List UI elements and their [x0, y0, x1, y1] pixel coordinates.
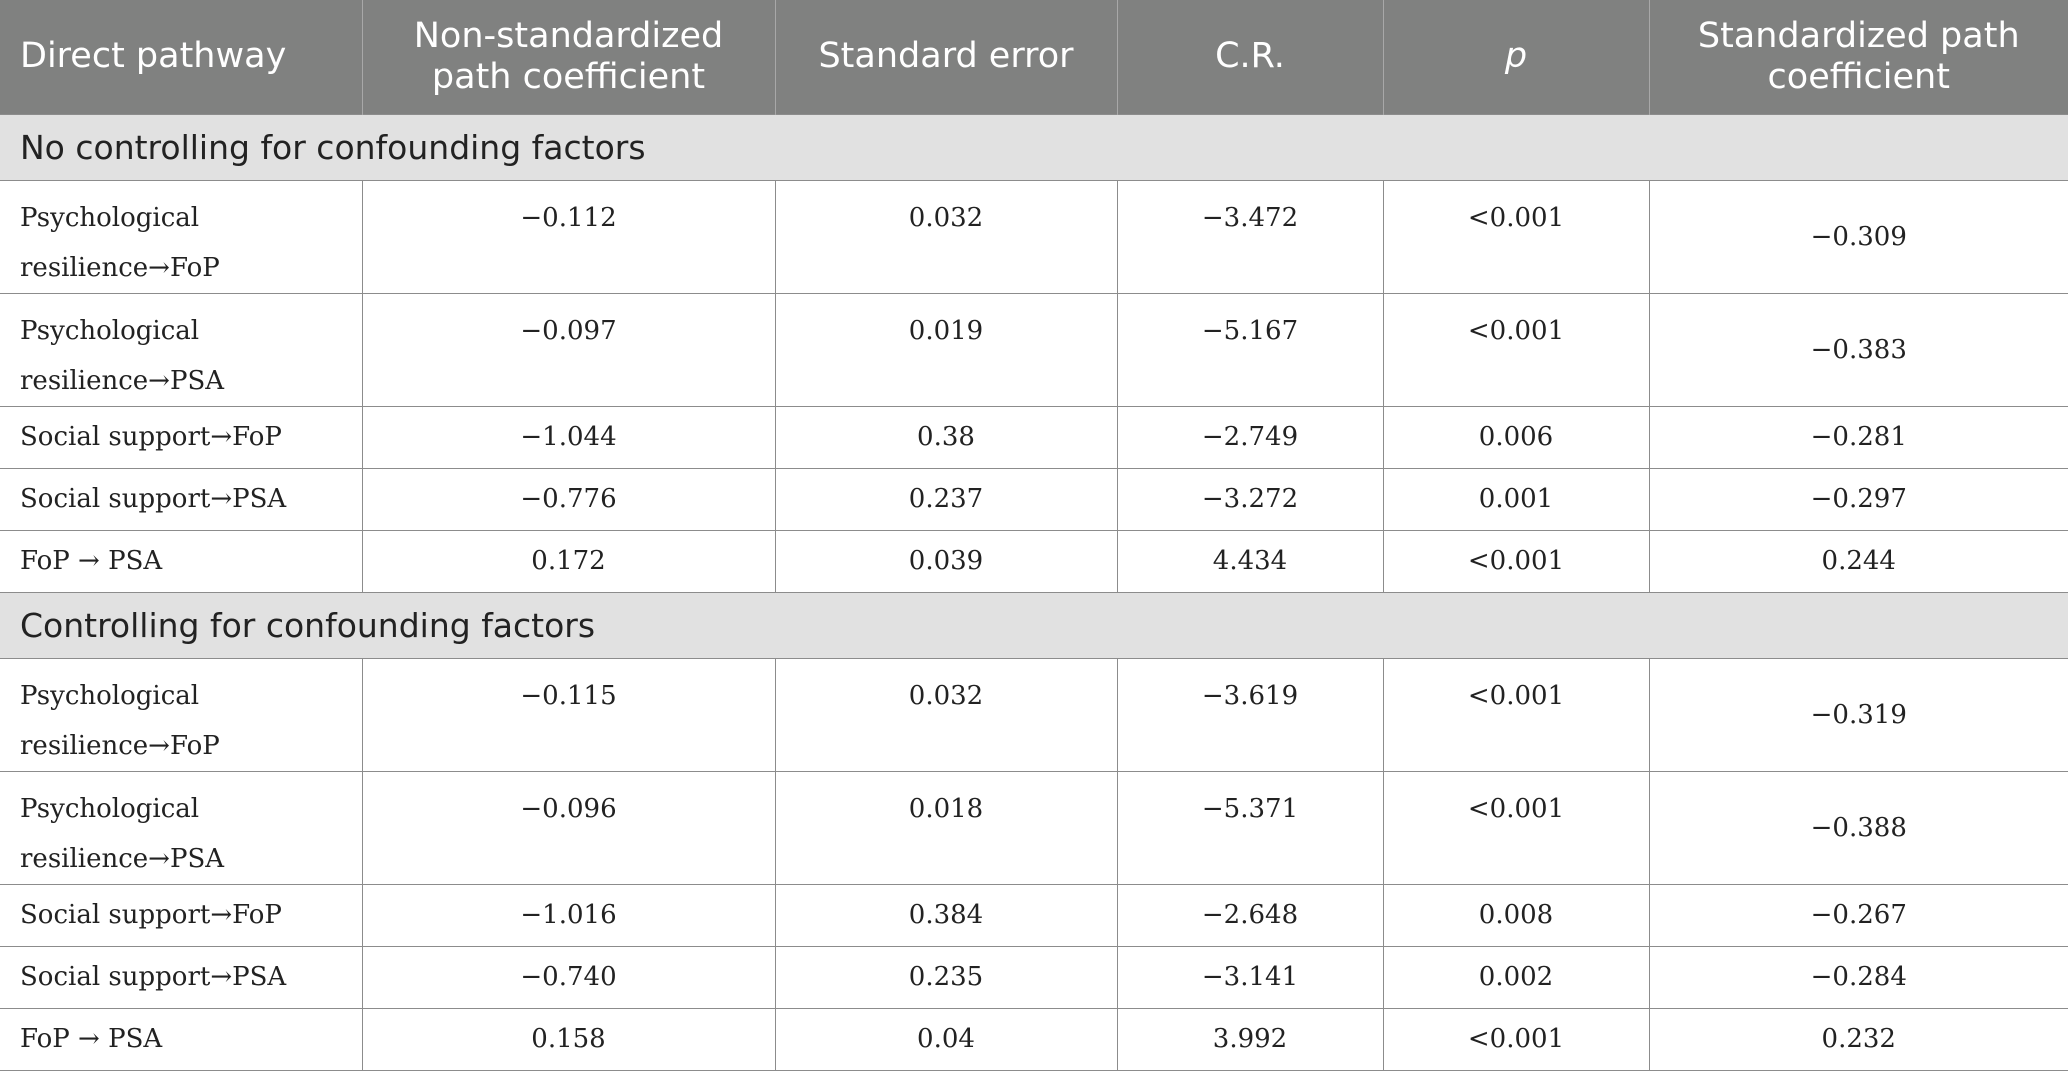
cell-se: 0.237: [774, 467, 1118, 531]
cell-cr: −2.749: [1116, 405, 1384, 469]
cell-cr: −2.648: [1116, 883, 1384, 947]
cell-p: 0.002: [1382, 945, 1650, 1009]
cell-pathway: Psychological resilience→FoP: [0, 657, 363, 772]
cell-p: <0.001: [1382, 529, 1650, 593]
cell-std: −0.284: [1648, 945, 2068, 1009]
cell-pathway: FoP → PSA: [0, 529, 363, 593]
cell-std: −0.319: [1648, 657, 2068, 772]
cell-std: −0.267: [1648, 883, 2068, 947]
cell-se: 0.04: [774, 1007, 1118, 1071]
cell-std: −0.297: [1648, 467, 2068, 531]
cell-coef: 0.158: [361, 1007, 776, 1071]
cell-std: −0.388: [1648, 770, 2068, 885]
header-standardized-coefficient: Standardized path coefficient: [1648, 0, 2068, 114]
header-non-standardized-coefficient: Non-standardized path coefficient: [361, 0, 775, 114]
cell-p: 0.001: [1382, 467, 1650, 531]
table-row: Psychological resilience→PSA −0.096 0.01…: [0, 770, 2068, 885]
cell-cr: 3.992: [1116, 1007, 1384, 1071]
section-row: Controlling for confounding factors: [0, 591, 2068, 659]
cell-se: 0.032: [774, 657, 1118, 772]
table-row: Psychological resilience→FoP −0.115 0.03…: [0, 657, 2068, 772]
cell-std: −0.281: [1648, 405, 2068, 469]
table-row: Social support→FoP −1.044 0.38 −2.749 0.…: [0, 405, 2068, 469]
cell-pathway: Psychological resilience→PSA: [0, 770, 363, 885]
cell-p: <0.001: [1382, 657, 1650, 772]
cell-coef: −1.044: [361, 405, 776, 469]
cell-se: 0.384: [774, 883, 1118, 947]
cell-coef: 0.172: [361, 529, 776, 593]
table-row: Social support→PSA −0.776 0.237 −3.272 0…: [0, 467, 2068, 531]
cell-pathway: Social support→PSA: [0, 467, 363, 531]
section-title: No controlling for confounding factors: [0, 113, 2068, 181]
cell-std: −0.383: [1648, 292, 2068, 407]
table-body: No controlling for confounding factors P…: [0, 113, 2068, 1071]
cell-coef: −0.115: [361, 657, 776, 772]
cell-se: 0.019: [774, 292, 1118, 407]
cell-p: 0.006: [1382, 405, 1650, 469]
table-row: Social support→FoP −1.016 0.384 −2.648 0…: [0, 883, 2068, 947]
cell-std: 0.232: [1648, 1007, 2068, 1071]
cell-cr: 4.434: [1116, 529, 1384, 593]
cell-se: 0.38: [774, 405, 1118, 469]
cell-pathway: Social support→PSA: [0, 945, 363, 1009]
table-row: Social support→PSA −0.740 0.235 −3.141 0…: [0, 945, 2068, 1009]
header-p-value: p: [1382, 0, 1649, 114]
cell-se: 0.039: [774, 529, 1118, 593]
cell-p: <0.001: [1382, 292, 1650, 407]
cell-se: 0.235: [774, 945, 1118, 1009]
cell-coef: −0.097: [361, 292, 776, 407]
cell-pathway: Psychological resilience→PSA: [0, 292, 363, 407]
table-row: Psychological resilience→FoP −0.112 0.03…: [0, 179, 2068, 294]
cell-pathway: Psychological resilience→FoP: [0, 179, 363, 294]
cell-p: <0.001: [1382, 1007, 1650, 1071]
cell-se: 0.032: [774, 179, 1118, 294]
table-row: FoP → PSA 0.158 0.04 3.992 <0.001 0.232: [0, 1007, 2068, 1071]
cell-p: <0.001: [1382, 770, 1650, 885]
header-direct-pathway: Direct pathway: [0, 0, 362, 114]
cell-cr: −5.371: [1116, 770, 1384, 885]
cell-pathway: FoP → PSA: [0, 1007, 363, 1071]
cell-cr: −5.167: [1116, 292, 1384, 407]
header-standard-error: Standard error: [774, 0, 1117, 114]
cell-coef: −0.776: [361, 467, 776, 531]
header-row: Direct pathway Non-standardized path coe…: [0, 0, 2068, 114]
cell-cr: −3.472: [1116, 179, 1384, 294]
section-title: Controlling for confounding factors: [0, 591, 2068, 659]
cell-cr: −3.141: [1116, 945, 1384, 1009]
cell-cr: −3.272: [1116, 467, 1384, 531]
cell-coef: −0.096: [361, 770, 776, 885]
table-header: Direct pathway Non-standardized path coe…: [0, 0, 2068, 114]
header-critical-ratio: C.R.: [1116, 0, 1383, 114]
cell-coef: −0.112: [361, 179, 776, 294]
cell-std: −0.309: [1648, 179, 2068, 294]
section-row: No controlling for confounding factors: [0, 113, 2068, 181]
table-row: Psychological resilience→PSA −0.097 0.01…: [0, 292, 2068, 407]
cell-coef: −1.016: [361, 883, 776, 947]
cell-cr: −3.619: [1116, 657, 1384, 772]
cell-pathway: Social support→FoP: [0, 883, 363, 947]
cell-pathway: Social support→FoP: [0, 405, 363, 469]
cell-coef: −0.740: [361, 945, 776, 1009]
table-row: FoP → PSA 0.172 0.039 4.434 <0.001 0.244: [0, 529, 2068, 593]
cell-p: 0.008: [1382, 883, 1650, 947]
cell-p: <0.001: [1382, 179, 1650, 294]
cell-se: 0.018: [774, 770, 1118, 885]
cell-std: 0.244: [1648, 529, 2068, 593]
